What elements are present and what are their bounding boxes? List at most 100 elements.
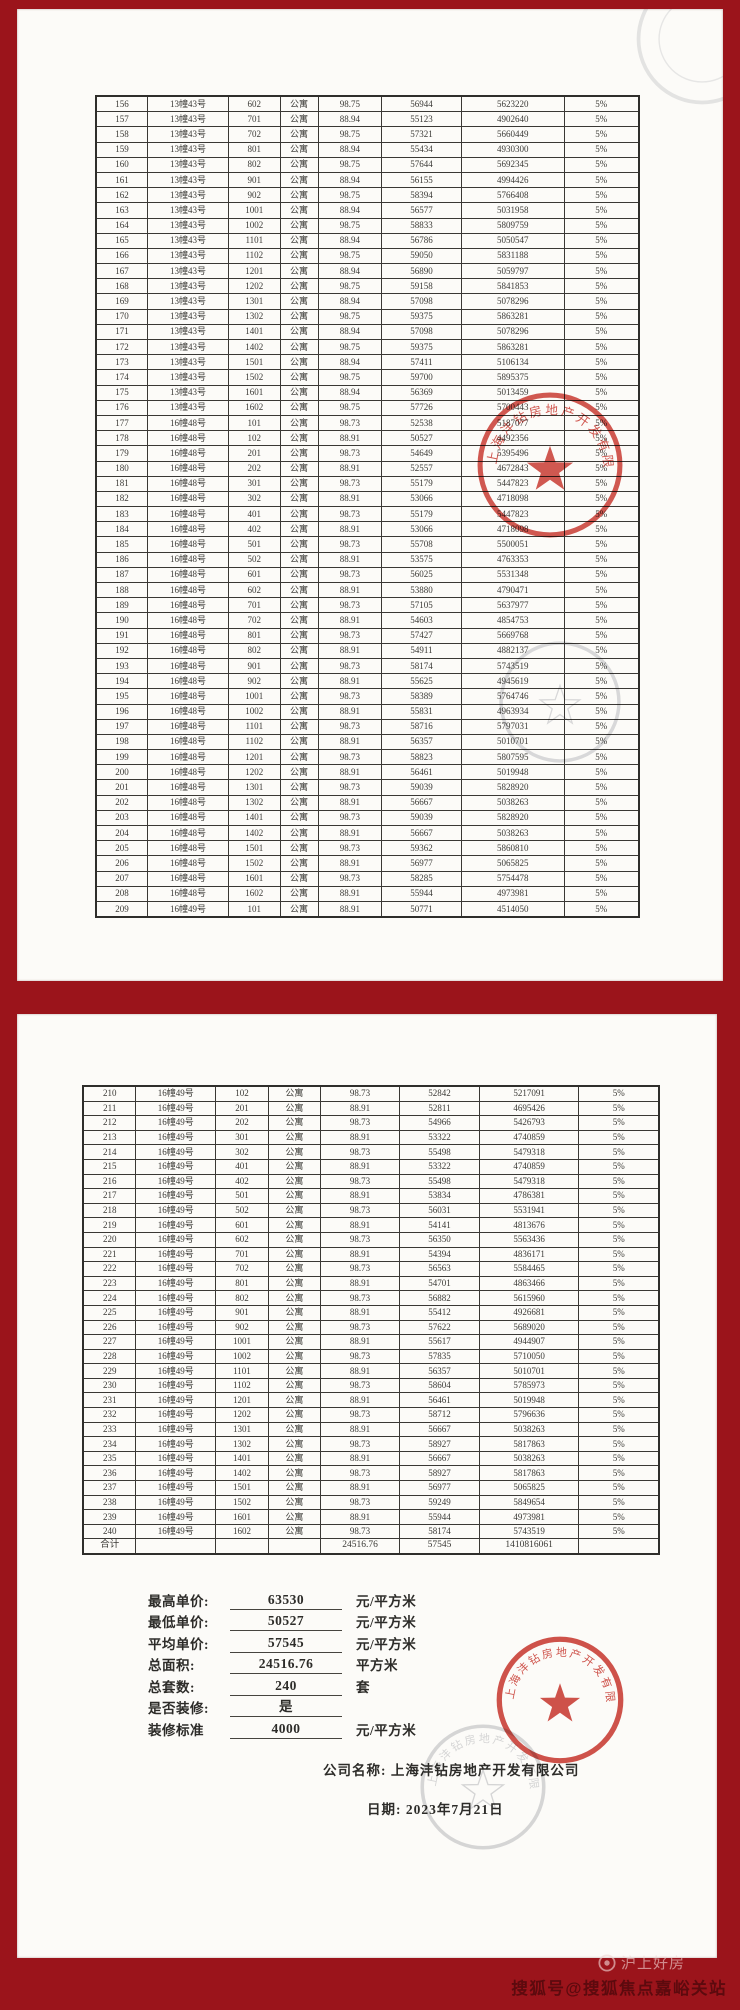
table-row: 156 13幢43号 602 公寓 98.75 56944 5623220 5% <box>95 95 640 113</box>
cell: 5584465 <box>478 1261 580 1277</box>
cell: 59158 <box>381 278 462 295</box>
cell: 1002 <box>227 703 281 720</box>
total-cell <box>135 1538 216 1555</box>
rate-cell: 5% <box>563 657 640 675</box>
summary-line: 是否装修: 是 <box>148 1696 488 1717</box>
cell: 16幢48号 <box>147 460 229 477</box>
cell: 公寓 <box>279 475 319 492</box>
summary-value: 4000 <box>230 1721 342 1739</box>
cell: 13幢43号 <box>147 354 229 371</box>
cell: 164 <box>95 217 149 234</box>
table-row: 168 13幢43号 1202 公寓 98.75 59158 5841853 5% <box>95 278 640 295</box>
cell: 5106134 <box>460 354 565 371</box>
rate-cell: 5% <box>563 885 640 902</box>
cell: 198 <box>95 733 149 751</box>
cell: 55617 <box>399 1334 480 1350</box>
seal-arc-text: 上海沣钻房地产开发有限公司 <box>494 1634 615 1705</box>
cell: 402 <box>214 1173 269 1190</box>
cell: 公寓 <box>267 1261 321 1277</box>
cell: 168 <box>95 278 149 295</box>
cell: 401 <box>227 506 281 523</box>
cell: 210 <box>82 1085 137 1102</box>
cell: 209 <box>95 900 149 918</box>
table-row: 198 16幢48号 1102 公寓 88.91 56357 5010701 5% <box>95 733 640 751</box>
cell: 1301 <box>227 779 281 796</box>
cell: 98.75 <box>317 187 383 204</box>
document-page-2: 210 16幢49号 102 公寓 98.73 52842 5217091 5% 211 16幢4… <box>17 1014 717 1958</box>
cell: 180 <box>95 460 149 477</box>
rate-cell: 5% <box>578 1363 660 1379</box>
cell: 55434 <box>381 141 462 158</box>
cell: 602 <box>227 581 281 599</box>
cell: 公寓 <box>279 338 319 356</box>
cell: 58174 <box>381 657 462 675</box>
cell: 5050547 <box>460 232 565 249</box>
cell: 1502 <box>227 369 281 386</box>
cell: 公寓 <box>279 870 319 887</box>
rate-cell: 5% <box>563 126 640 143</box>
cell: 55498 <box>399 1144 480 1160</box>
cell: 186 <box>95 551 149 568</box>
summary-label: 最低单价: <box>148 1615 209 1630</box>
cell: 88.91 <box>317 430 383 447</box>
cell: 801 <box>227 141 281 158</box>
rate-cell: 5% <box>578 1480 660 1496</box>
cell: 13幢43号 <box>147 232 229 249</box>
cell: 202 <box>95 794 149 811</box>
rate-cell: 5% <box>563 612 640 629</box>
cell: 5817863 <box>478 1465 580 1482</box>
table-row: 228 16幢49号 1002 公寓 98.73 57835 5710050 5% <box>82 1348 660 1365</box>
cell: 206 <box>95 855 149 872</box>
cell: 4973981 <box>478 1509 580 1525</box>
cell: 219 <box>82 1217 137 1233</box>
cell: 5743519 <box>478 1523 580 1540</box>
cell: 5863281 <box>460 308 565 325</box>
cell: 59050 <box>381 247 462 265</box>
cell: 公寓 <box>267 1450 321 1467</box>
total-cell: 合计 <box>82 1538 137 1555</box>
cell: 5447823 <box>460 506 565 523</box>
cell: 13幢43号 <box>147 293 229 310</box>
cell: 229 <box>82 1363 137 1379</box>
cell: 1302 <box>214 1436 269 1452</box>
cell: 16幢49号 <box>147 900 229 918</box>
cell: 16幢48号 <box>147 627 229 644</box>
cell: 5019948 <box>478 1392 580 1409</box>
cell: 16幢49号 <box>135 1231 216 1248</box>
rate-cell: 5% <box>578 1407 660 1423</box>
cell: 5828920 <box>460 779 565 796</box>
cell: 1601 <box>214 1509 269 1525</box>
cell: 54141 <box>399 1217 480 1233</box>
cell: 227 <box>82 1334 137 1350</box>
cell: 公寓 <box>279 551 319 568</box>
cell: 公寓 <box>267 1304 321 1321</box>
cell: 公寓 <box>279 703 319 720</box>
table-row: 191 16幢48号 801 公寓 98.73 57427 5669768 5% <box>95 627 640 644</box>
table-row: 209 16幢49号 101 公寓 88.91 50771 4514050 5% <box>95 900 640 918</box>
cell: 88.94 <box>317 293 383 310</box>
cell: 5010701 <box>460 733 565 751</box>
cell: 98.75 <box>317 369 383 386</box>
table-row: 169 13幢43号 1301 公寓 88.94 57098 5078296 5% <box>95 293 640 310</box>
table-row: 181 16幢48号 301 公寓 98.73 55179 5447823 5% <box>95 475 640 492</box>
price-table-page1: 156 13幢43号 602 公寓 98.75 56944 5623220 5% 157 13幢4… <box>95 95 640 919</box>
cell: 98.73 <box>317 718 383 735</box>
cell: 98.75 <box>317 399 383 416</box>
rate-cell: 5% <box>563 688 640 705</box>
cell: 224 <box>82 1290 137 1306</box>
table-row: 189 16幢48号 701 公寓 98.73 57105 5637977 5% <box>95 597 640 614</box>
cell: 98.75 <box>317 247 383 265</box>
rate-cell: 5% <box>578 1158 660 1175</box>
table-row: 158 13幢43号 702 公寓 98.75 57321 5660449 5% <box>95 126 640 143</box>
rate-cell: 5% <box>563 824 640 842</box>
cell: 16幢49号 <box>135 1202 216 1219</box>
cell: 16幢48号 <box>147 490 229 508</box>
rate-cell: 5% <box>563 278 640 295</box>
cell: 16幢48号 <box>147 597 229 614</box>
cell: 1101 <box>214 1363 269 1379</box>
cell: 54394 <box>399 1246 480 1263</box>
rate-cell: 5% <box>563 323 640 341</box>
cell: 58833 <box>381 217 462 234</box>
cell: 公寓 <box>267 1085 321 1102</box>
cell: 5038263 <box>478 1450 580 1467</box>
